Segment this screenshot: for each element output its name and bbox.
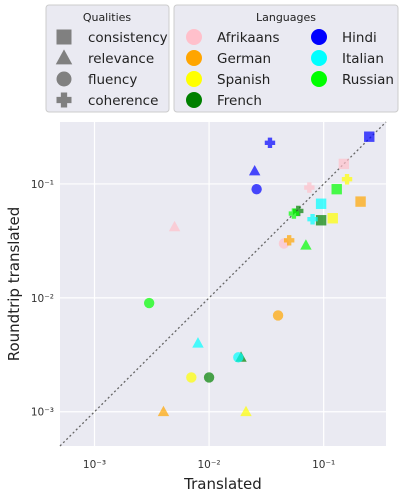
legend-language-label: Russian [342, 72, 394, 88]
point-russian-consistency [331, 183, 342, 195]
point-italian-relevance [192, 337, 204, 348]
legend-languages-title: Languages [256, 11, 316, 24]
point-german-relevance [157, 405, 170, 417]
point-german-fluency [272, 310, 284, 321]
legend-quality-label: fluency [88, 72, 137, 88]
grid [60, 122, 386, 446]
legend-language-label: Italian [342, 51, 384, 67]
legend-language-label: French [217, 93, 262, 109]
legend-color-swatch [186, 92, 202, 108]
legend-square-icon [56, 29, 72, 45]
legend-color-swatch [311, 71, 327, 87]
x-tick-label: 10⁻³ [83, 459, 106, 471]
point-afrikaans-relevance [168, 220, 181, 232]
point-spanish-relevance [240, 405, 252, 417]
legend-color-swatch [186, 71, 202, 87]
point-russian-relevance [300, 239, 312, 250]
legend-language-label: Spanish [217, 72, 270, 88]
point-russian-coherence [288, 208, 300, 219]
legend-languages-frame [173, 4, 399, 113]
point-spanish-fluency [186, 372, 197, 383]
point-russian-fluency [143, 297, 155, 309]
tick-labels: 10⁻³ 10⁻² 10⁻¹ 10⁻³ 10⁻² 10⁻¹ [31, 179, 335, 471]
legend-color-swatch [311, 29, 327, 45]
point-spanish-consistency [327, 213, 338, 224]
point-hindi-consistency [364, 131, 375, 142]
legend-color-swatch [186, 50, 202, 66]
data-points [143, 131, 375, 417]
legend-triangle-icon [55, 49, 73, 65]
legend-circle-icon [56, 71, 72, 87]
point-hindi-fluency [251, 183, 262, 195]
legend-language-label: Afrikaans [217, 30, 280, 46]
point-french-consistency [315, 215, 327, 226]
legend-quality-label: consistency [88, 30, 168, 46]
legend-color-swatch [311, 50, 327, 66]
y-tick-label: 10⁻¹ [31, 179, 54, 191]
legend-quality-label: coherence [88, 93, 158, 109]
legend-color-swatch [186, 29, 202, 45]
legend-language-label: German [217, 51, 271, 67]
y-axis-label: Roundtrip translated [5, 207, 23, 362]
point-french-coherence [293, 205, 304, 217]
point-german-coherence [283, 235, 295, 246]
legend-languages: Languages Afrikaans German Spanish French Hi… [173, 4, 399, 113]
point-spanish-coherence [341, 174, 353, 185]
point-italian-fluency [233, 352, 244, 363]
point-hindi-coherence [264, 137, 276, 148]
point-italian-coherence [307, 214, 318, 225]
legend-quality-label: relevance [88, 51, 154, 67]
legend-plus-icon [56, 92, 72, 108]
point-italian-consistency [315, 198, 327, 209]
point-afrikaans-coherence [304, 182, 315, 193]
legend-qualities: Qualities consistency relevance fluency coh… [45, 4, 170, 113]
y-tick-label: 10⁻³ [31, 407, 54, 419]
legend-qualities-title: Qualities [83, 11, 132, 24]
legend-language-label: Hindi [342, 30, 377, 46]
point-afrikaans-consistency [338, 158, 350, 170]
diagonal-reference-line [59, 121, 387, 447]
x-tick-label: 10⁻¹ [312, 459, 335, 471]
y-tick-label: 10⁻² [31, 293, 54, 305]
point-german-consistency [355, 196, 366, 207]
point-french-fluency [203, 372, 215, 383]
x-axis-label: Translated [183, 475, 262, 493]
legend-qualities-frame [45, 4, 170, 113]
x-tick-label: 10⁻² [198, 459, 221, 471]
point-hindi-relevance [248, 165, 261, 176]
